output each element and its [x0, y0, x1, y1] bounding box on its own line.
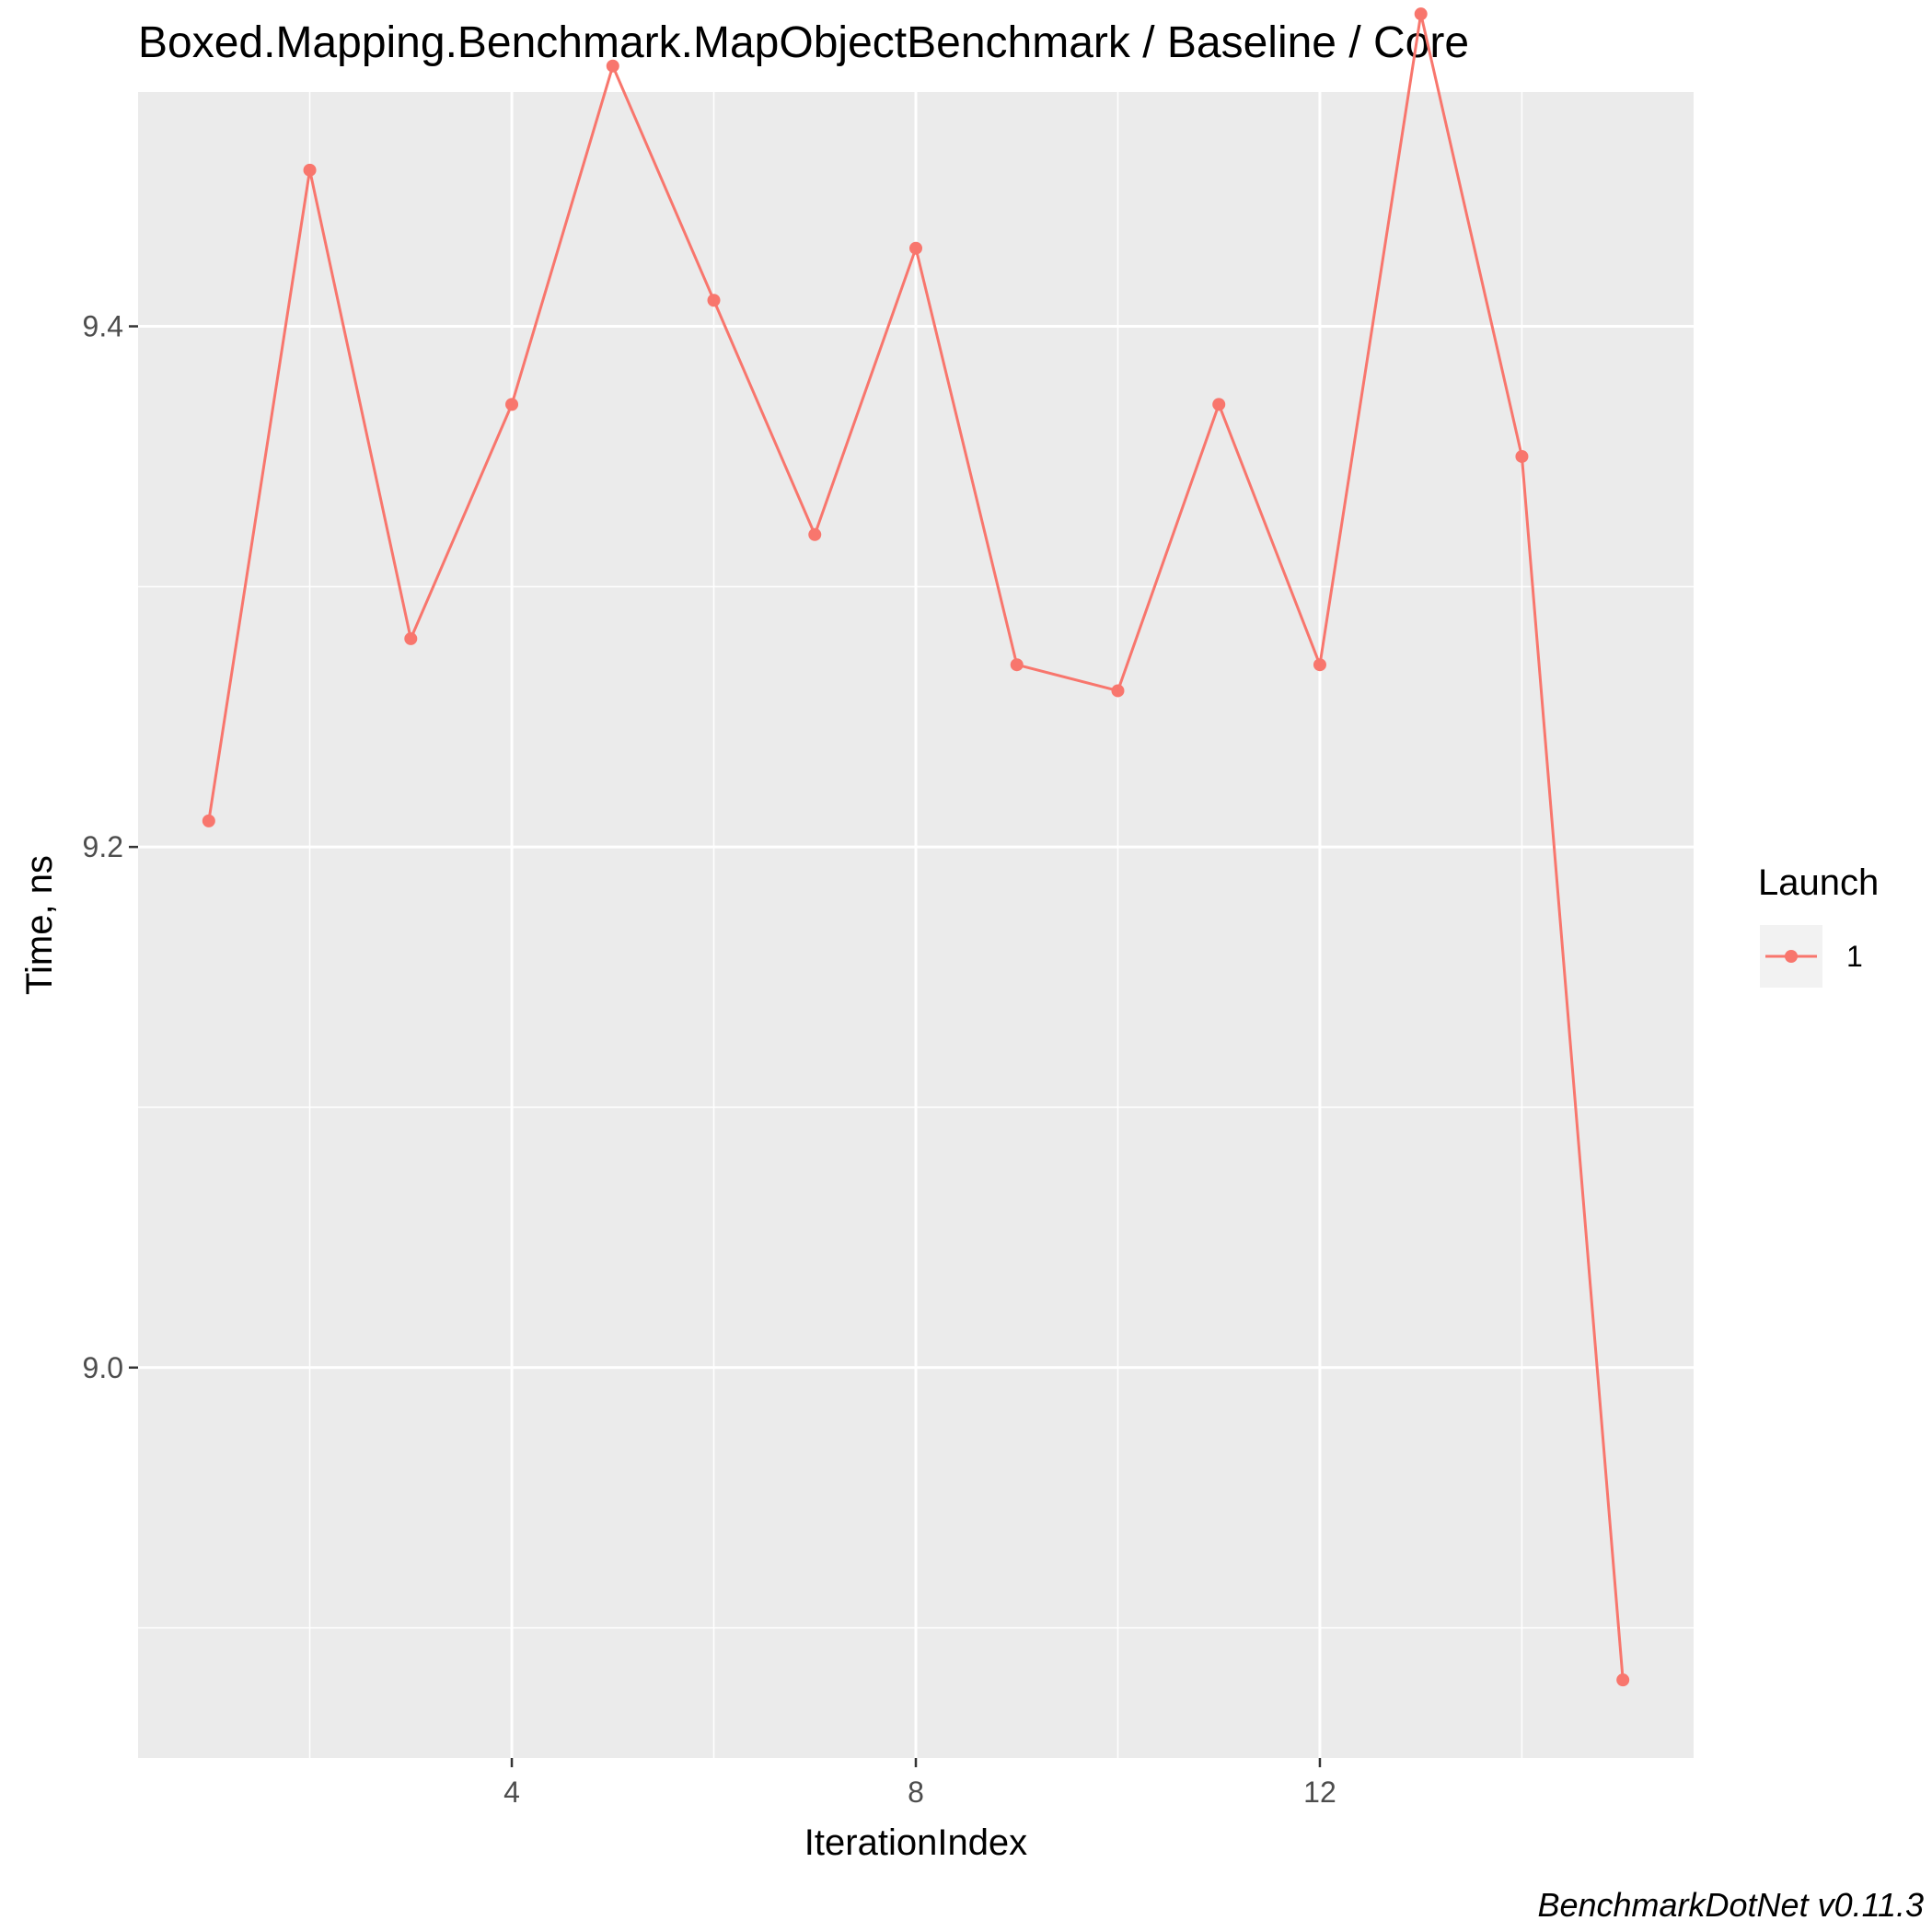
legend-key-point: [1785, 950, 1798, 963]
data-point: [1313, 658, 1326, 672]
data-point: [1010, 658, 1024, 672]
data-point: [404, 631, 418, 645]
major-gridlines: [138, 92, 1694, 1758]
data-point: [303, 163, 317, 177]
x-tick-label: 4: [503, 1776, 520, 1809]
legend-title: Launch: [1758, 862, 1879, 903]
chart-title: Boxed.Mapping.Benchmark.MapObjectBenchma…: [138, 18, 1469, 67]
y-tick-label: 9.0: [83, 1351, 123, 1384]
x-axis-title: IterationIndex: [804, 1822, 1027, 1863]
caption: BenchmarkDotNet v0.11.3: [1537, 1886, 1924, 1924]
y-tick-label: 9.4: [83, 310, 123, 343]
legend: Launch 1: [1758, 862, 1879, 988]
data-point: [909, 241, 922, 255]
y-tick-label: 9.2: [83, 830, 123, 863]
y-axis-title: Time, ns: [19, 855, 60, 995]
y-axis-ticks: 9.0 9.2 9.4: [83, 310, 138, 1384]
legend-label: 1: [1846, 940, 1863, 973]
x-tick-label: 8: [908, 1776, 924, 1809]
data-point: [1111, 684, 1125, 698]
data-point: [808, 527, 822, 541]
data-point: [505, 398, 519, 411]
data-point: [1212, 398, 1226, 411]
data-point: [707, 294, 721, 307]
data-point: [1515, 449, 1529, 463]
series-layer: [202, 7, 1630, 1687]
data-point: [1414, 7, 1428, 21]
x-axis-ticks: 4 8 12: [503, 1758, 1336, 1809]
data-point: [606, 59, 619, 73]
x-tick-label: 12: [1303, 1776, 1336, 1809]
data-point: [202, 814, 215, 827]
data-point: [1616, 1673, 1630, 1687]
